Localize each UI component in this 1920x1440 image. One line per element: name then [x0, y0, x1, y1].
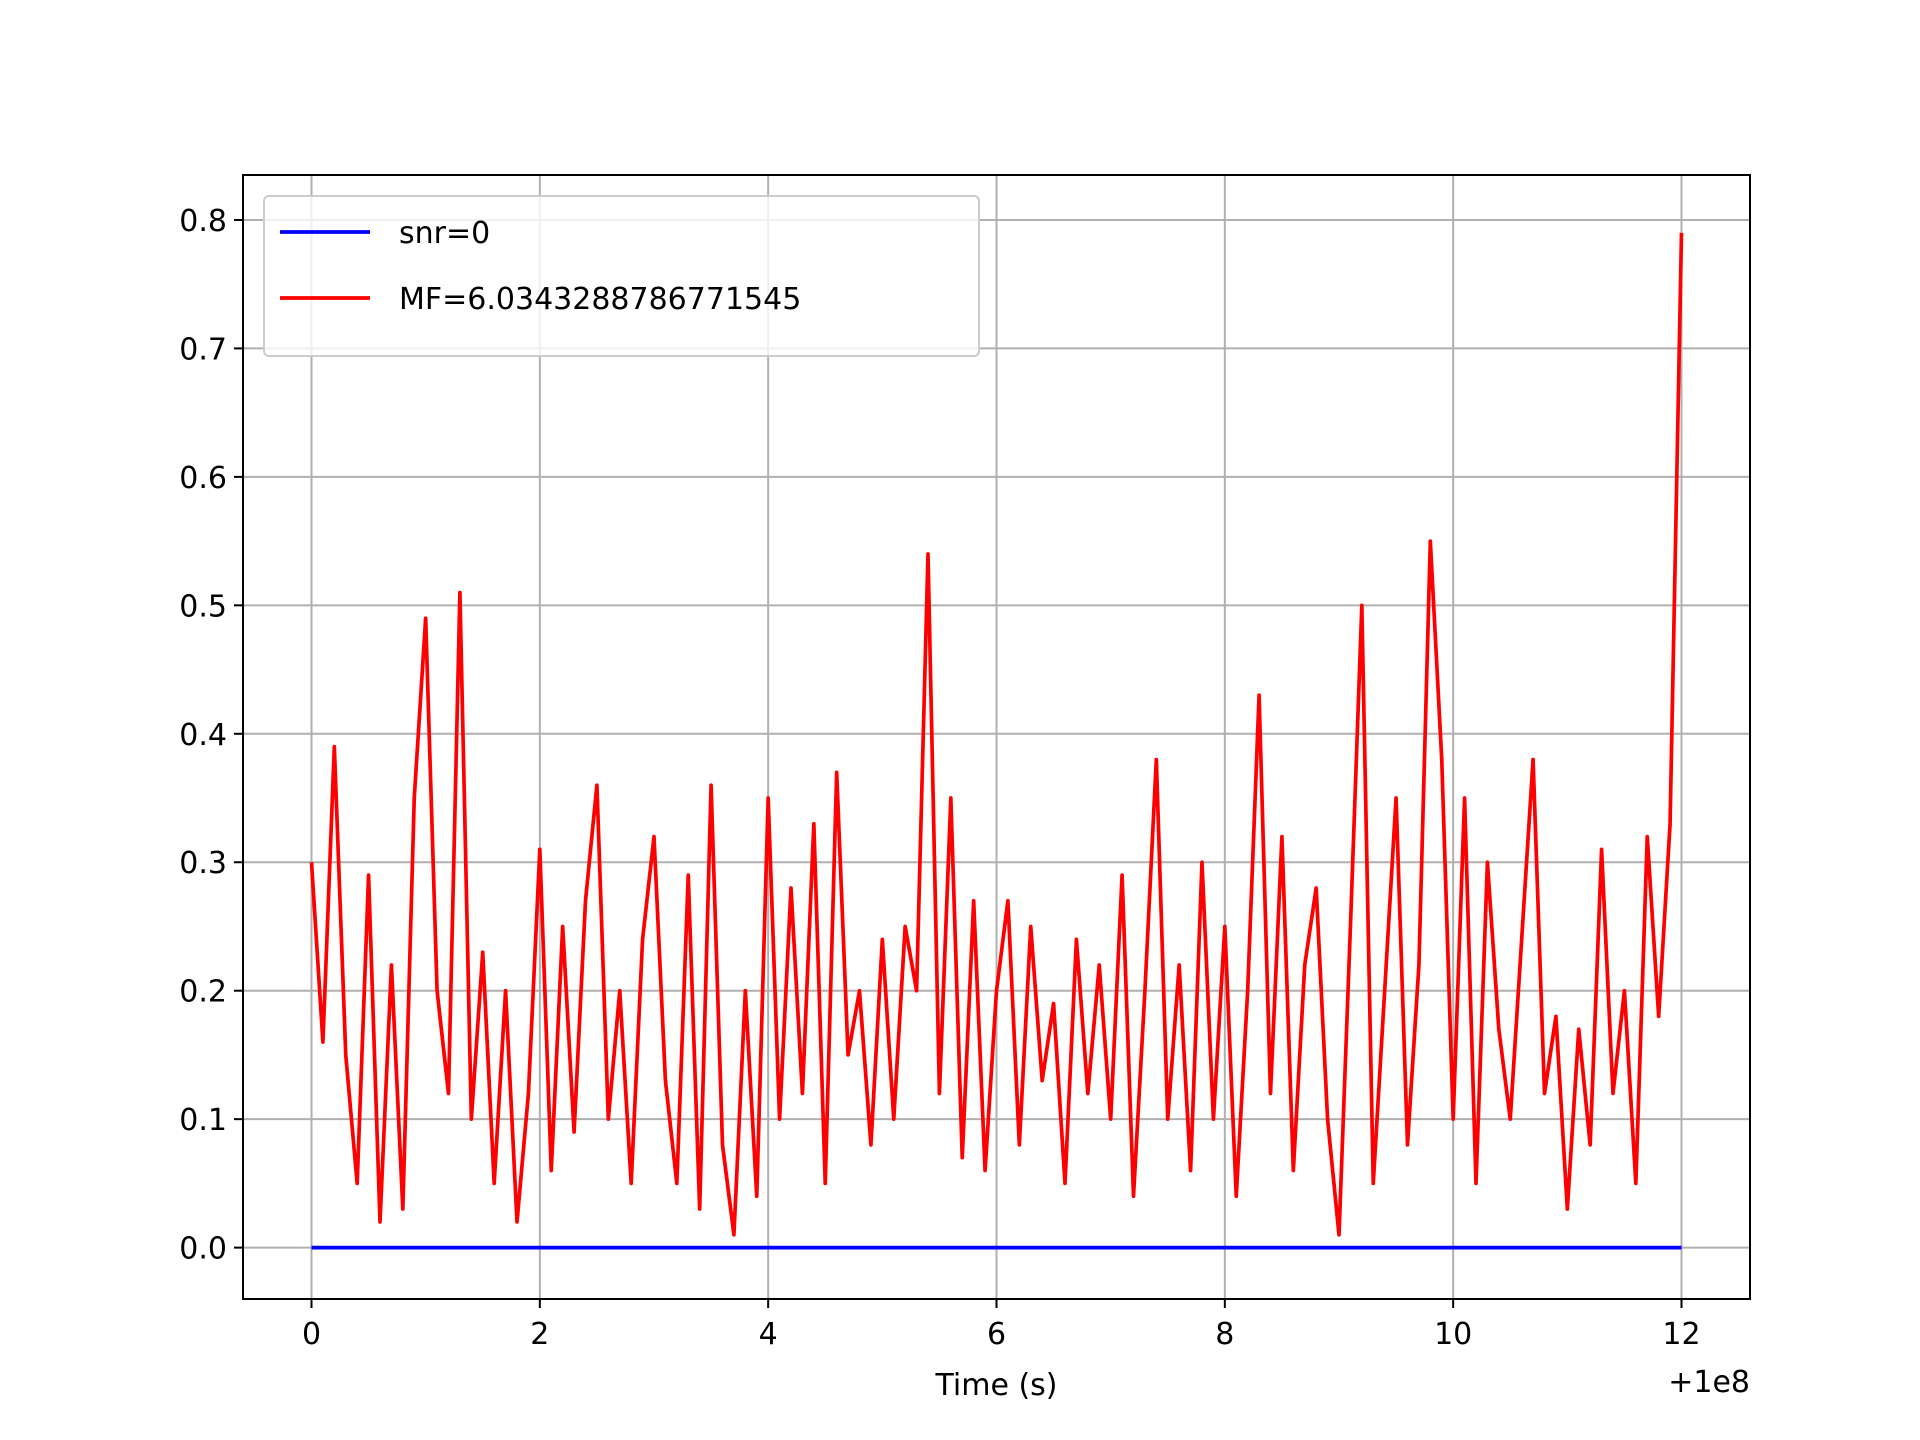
- y-tick-label: 0.3: [179, 846, 227, 881]
- x-axis-label: Time (s): [935, 1368, 1058, 1403]
- x-tick-label: 8: [1215, 1317, 1234, 1352]
- y-tick-label: 0.8: [179, 204, 227, 239]
- x-offset-label: +1e8: [1668, 1365, 1750, 1400]
- y-tick-label: 0.7: [179, 332, 227, 367]
- x-tick-label: 4: [759, 1317, 778, 1352]
- x-tick-label: 6: [987, 1317, 1006, 1352]
- line: [309, 232, 1684, 1237]
- legend: snr=0 MF=6.034328878677154​5: [263, 195, 980, 357]
- y-tick-label: 0.4: [179, 718, 227, 753]
- y-tick-label: 0.2: [179, 975, 227, 1010]
- x-tick-label: 0: [302, 1317, 321, 1352]
- legend-label: MF=6.034328878677154​5: [399, 282, 801, 317]
- y-tick-label: 0.1: [179, 1103, 227, 1138]
- x-tick-label: 2: [530, 1317, 549, 1352]
- y-tick-label: 0.5: [179, 589, 227, 624]
- y-tick-label: 0.6: [179, 461, 227, 496]
- x-tick-label: 10: [1434, 1317, 1472, 1352]
- x-tick-label: 12: [1662, 1317, 1700, 1352]
- plot-frame: [242, 174, 1751, 1300]
- legend-label: snr=0: [399, 216, 490, 251]
- y-tick-label: 0.0: [179, 1232, 227, 1267]
- legend-frame: [263, 195, 980, 357]
